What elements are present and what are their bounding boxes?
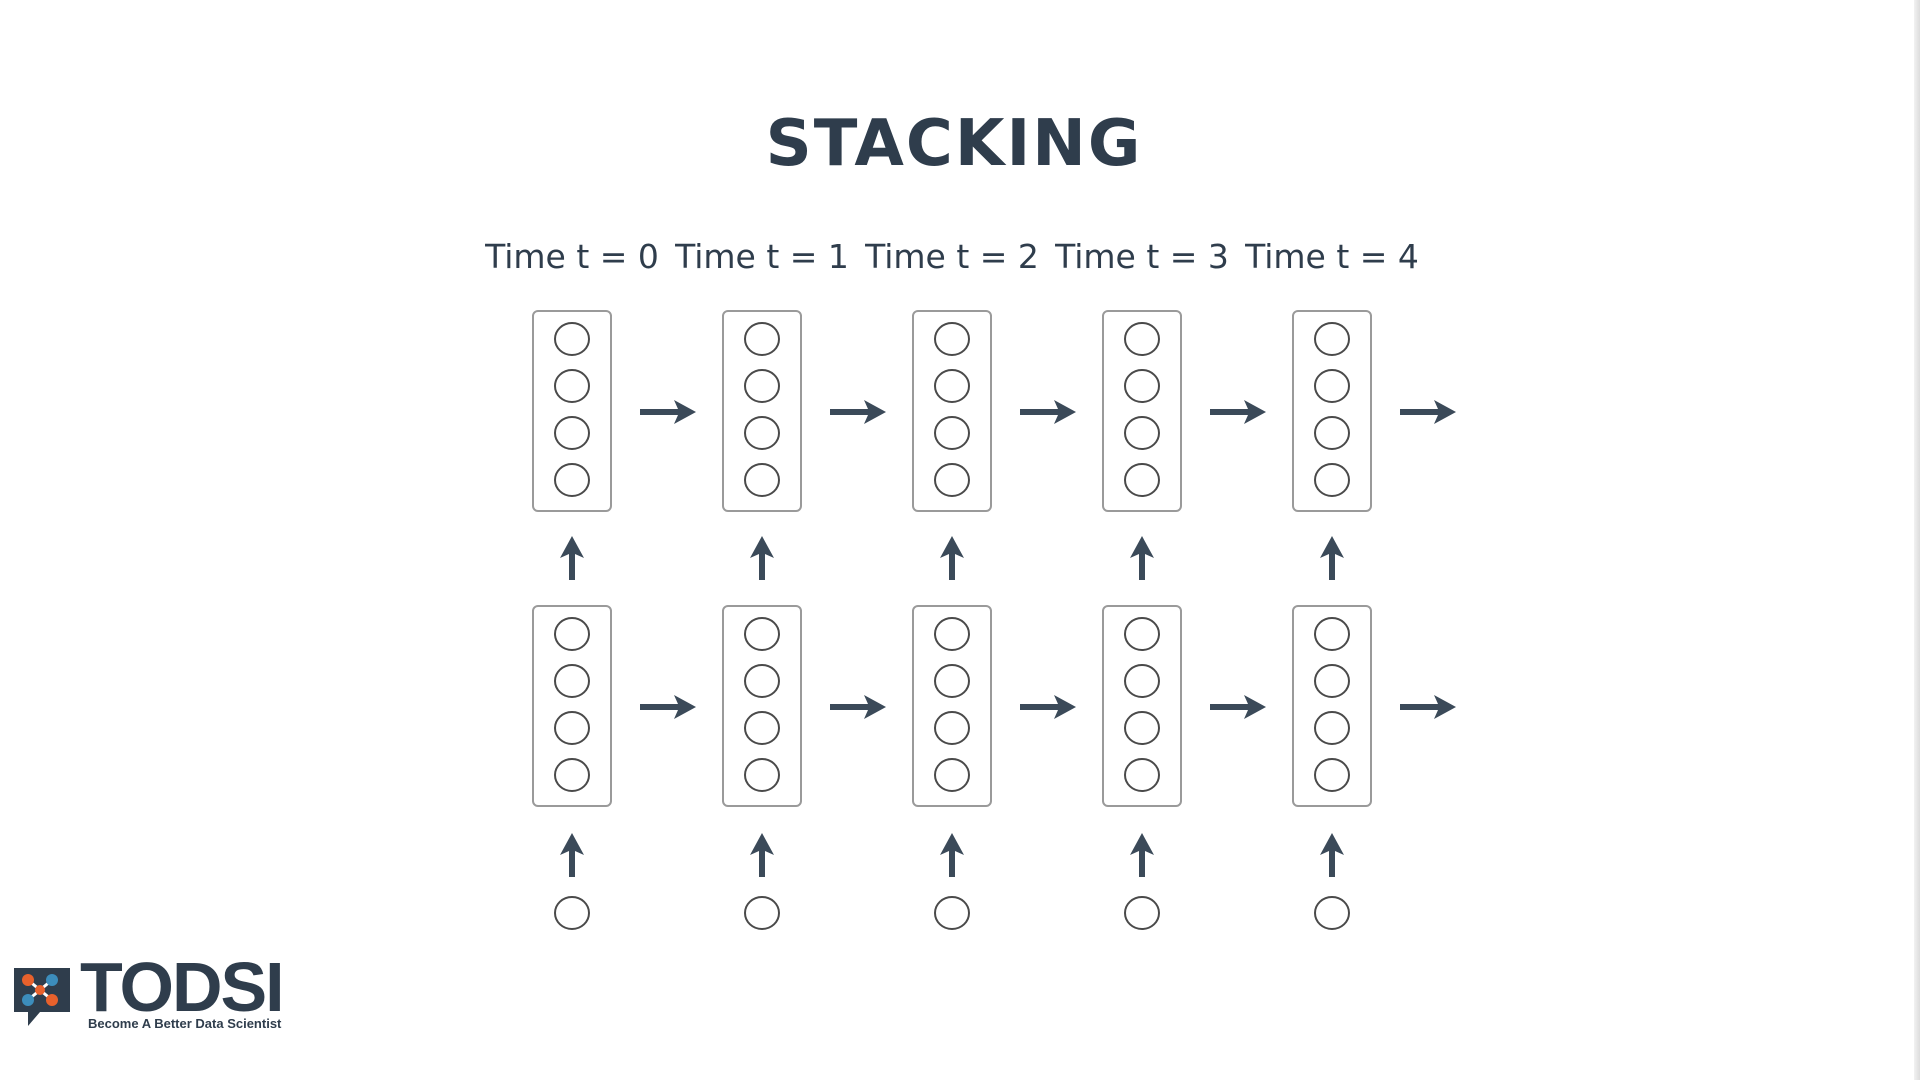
neuron-bottom-t0-n3 [554, 758, 590, 792]
input-node-t2 [934, 896, 970, 930]
input-node-t1 [744, 896, 780, 930]
recurrent-arrow-bottom-t0 [640, 695, 696, 719]
up-arrow-between-layers-t0 [560, 536, 584, 580]
neuron-bottom-t1-n2 [744, 711, 780, 745]
recurrent-arrow-top-t0 [640, 400, 696, 424]
hidden-layer-bottom-t2 [912, 605, 992, 807]
neuron-bottom-t4-n3 [1314, 758, 1350, 792]
neuron-bottom-t3-n2 [1124, 711, 1160, 745]
todsi-logo: TODSI Become A Better Data Scientist [10, 952, 310, 1038]
neuron-top-t3-n0 [1124, 322, 1160, 356]
neuron-top-t1-n0 [744, 322, 780, 356]
input-node-t3 [1124, 896, 1160, 930]
neuron-bottom-t2-n2 [934, 711, 970, 745]
recurrent-arrow-top-t1 [830, 400, 886, 424]
neuron-bottom-t4-n2 [1314, 711, 1350, 745]
hidden-layer-bottom-t3 [1102, 605, 1182, 807]
neuron-bottom-t2-n1 [934, 664, 970, 698]
up-arrow-between-layers-t4 [1320, 536, 1344, 580]
up-arrow-input-t0 [560, 833, 584, 877]
hidden-layer-top-t4 [1292, 310, 1372, 512]
up-arrow-input-t2 [940, 833, 964, 877]
neuron-bottom-t3-n1 [1124, 664, 1160, 698]
neuron-top-t0-n2 [554, 416, 590, 450]
recurrent-arrow-top-t3 [1210, 400, 1266, 424]
neuron-top-t2-n2 [934, 416, 970, 450]
neuron-top-t3-n2 [1124, 416, 1160, 450]
neuron-top-t0-n3 [554, 463, 590, 497]
neuron-bottom-t1-n1 [744, 664, 780, 698]
recurrent-arrow-top-t4 [1400, 400, 1456, 424]
time-label-1: Time t = 1 [674, 237, 849, 276]
hidden-layer-top-t3 [1102, 310, 1182, 512]
neuron-bottom-t4-n0 [1314, 617, 1350, 651]
neuron-top-t1-n3 [744, 463, 780, 497]
up-arrow-input-t3 [1130, 833, 1154, 877]
neuron-bottom-t1-n0 [744, 617, 780, 651]
neuron-top-t4-n2 [1314, 416, 1350, 450]
neuron-bottom-t2-n3 [934, 758, 970, 792]
hidden-layer-bottom-t1 [722, 605, 802, 807]
up-arrow-input-t1 [750, 833, 774, 877]
neuron-bottom-t4-n1 [1314, 664, 1350, 698]
neuron-bottom-t0-n1 [554, 664, 590, 698]
recurrent-arrow-bottom-t4 [1400, 695, 1456, 719]
neuron-top-t3-n1 [1124, 369, 1160, 403]
time-label-2: Time t = 2 [864, 237, 1039, 276]
input-node-t0 [554, 896, 590, 930]
diagram-title: STACKING [766, 107, 1143, 181]
input-node-t4 [1314, 896, 1350, 930]
neuron-bottom-t3-n3 [1124, 758, 1160, 792]
recurrent-arrow-top-t2 [1020, 400, 1076, 424]
up-arrow-input-t4 [1320, 833, 1344, 877]
neuron-top-t2-n1 [934, 369, 970, 403]
neuron-bottom-t3-n0 [1124, 617, 1160, 651]
rnn-layers [532, 310, 1372, 807]
hidden-layer-bottom-t4 [1292, 605, 1372, 807]
hidden-layer-bottom-t0 [532, 605, 612, 807]
up-arrow-between-layers-t3 [1130, 536, 1154, 580]
neuron-bottom-t0-n2 [554, 711, 590, 745]
input-nodes [554, 896, 1350, 930]
hidden-layer-top-t0 [532, 310, 612, 512]
right-edge-divider [1914, 0, 1920, 1080]
neuron-top-t4-n1 [1314, 369, 1350, 403]
time-label-0: Time t = 0 [484, 237, 659, 276]
logo-tagline: Become A Better Data Scientist [88, 1016, 282, 1031]
hidden-layer-top-t1 [722, 310, 802, 512]
logo-mark-icon [14, 968, 70, 1026]
time-label-3: Time t = 3 [1054, 237, 1229, 276]
neuron-top-t4-n3 [1314, 463, 1350, 497]
time-labels: Time t = 0 Time t = 1 Time t = 2 Time t = 3… [484, 237, 1419, 276]
neuron-bottom-t0-n0 [554, 617, 590, 651]
up-arrow-between-layers-t1 [750, 536, 774, 580]
time-label-4: Time t = 4 [1244, 237, 1419, 276]
neuron-top-t2-n0 [934, 322, 970, 356]
neuron-top-t0-n1 [554, 369, 590, 403]
neuron-top-t0-n0 [554, 322, 590, 356]
recurrent-arrow-bottom-t1 [830, 695, 886, 719]
neuron-top-t4-n0 [1314, 322, 1350, 356]
up-arrow-between-layers-t2 [940, 536, 964, 580]
neuron-bottom-t2-n0 [934, 617, 970, 651]
logo-wordmark: TODSI [80, 948, 285, 1026]
neuron-top-t1-n1 [744, 369, 780, 403]
arrows [560, 400, 1456, 877]
neuron-top-t1-n2 [744, 416, 780, 450]
recurrent-arrow-bottom-t2 [1020, 695, 1076, 719]
hidden-layer-top-t2 [912, 310, 992, 512]
recurrent-arrow-bottom-t3 [1210, 695, 1266, 719]
neuron-top-t3-n3 [1124, 463, 1160, 497]
neuron-bottom-t1-n3 [744, 758, 780, 792]
neuron-top-t2-n3 [934, 463, 970, 497]
